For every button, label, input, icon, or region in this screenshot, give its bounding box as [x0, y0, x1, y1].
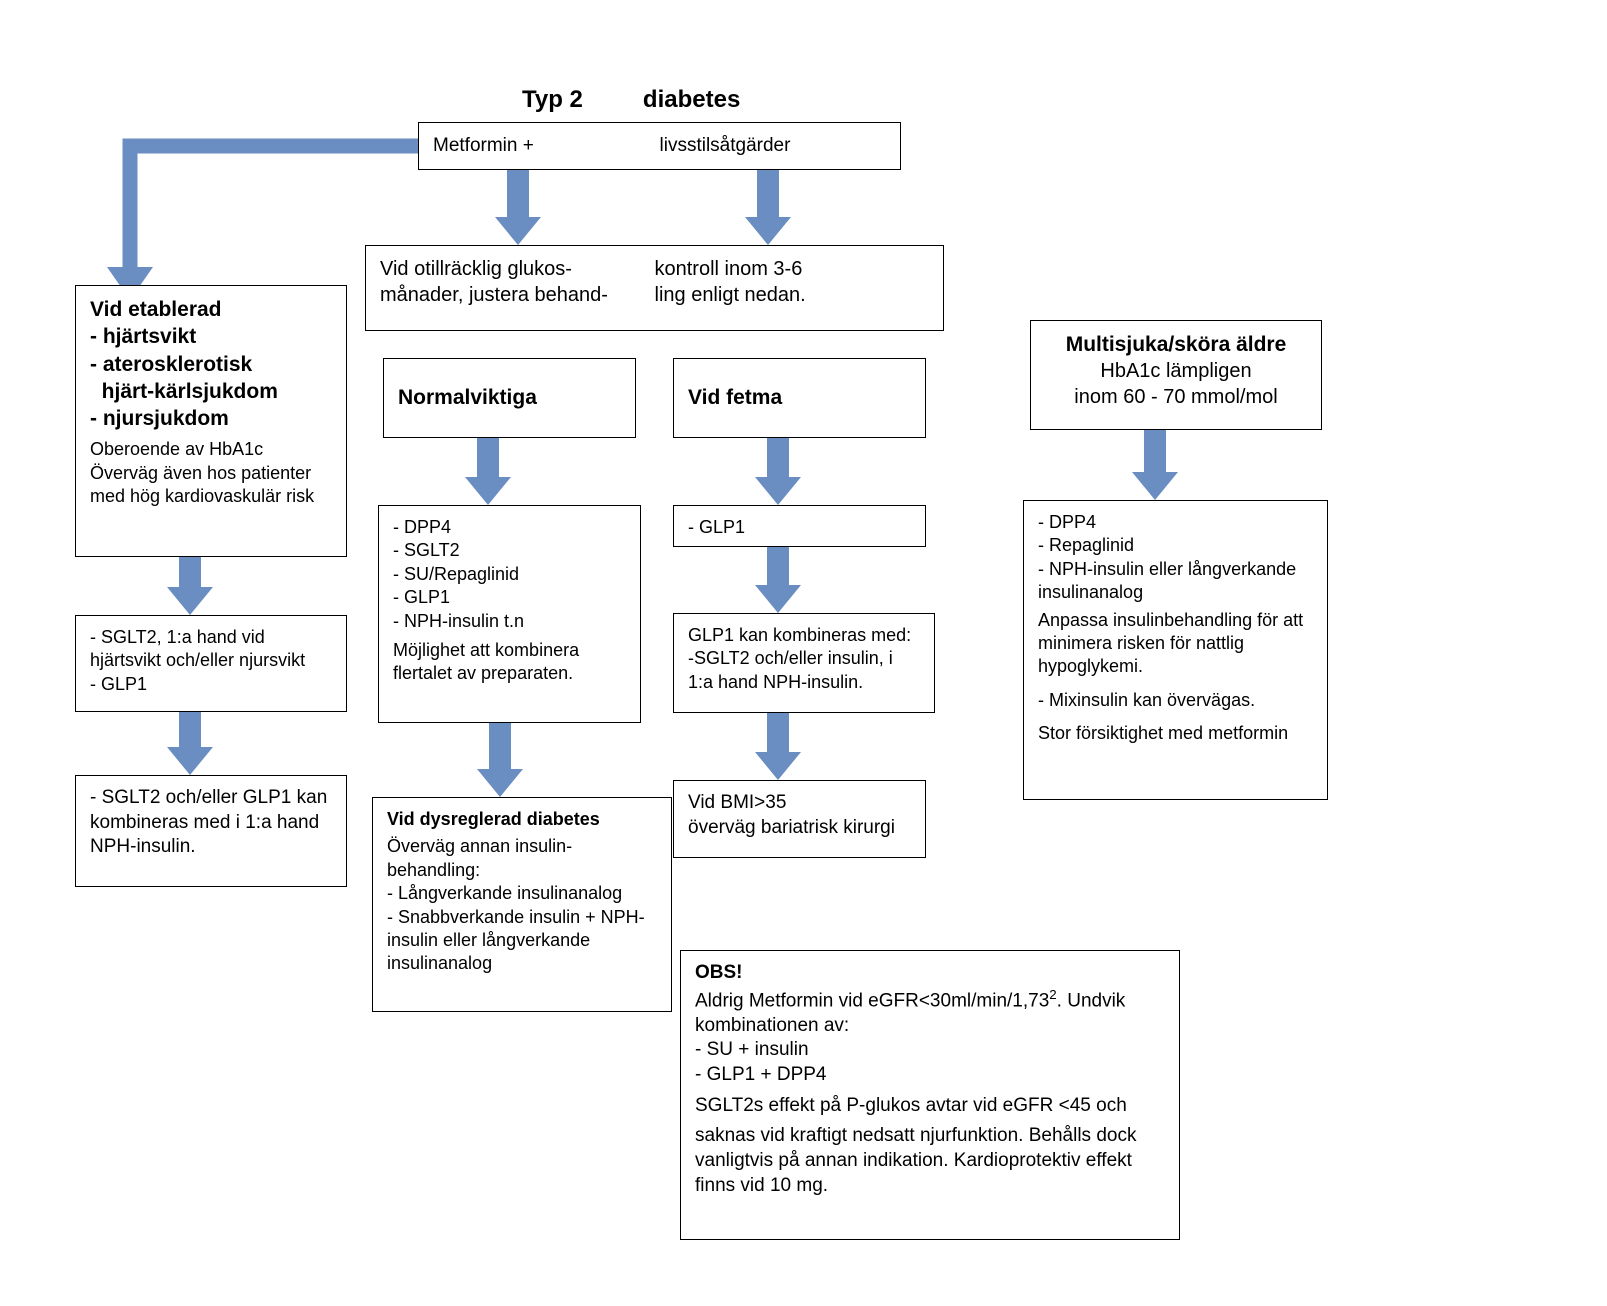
- dy-s1: Överväg annan insulin-behandling:: [387, 835, 657, 882]
- arrow-root-step-left: [495, 170, 541, 245]
- left-bot-box: - SGLT2 och/eller GLP1 kan kombineras me…: [75, 775, 347, 887]
- obs-l1a: Aldrig Metformin vid eGFR<30ml/min/1,73: [695, 990, 1049, 1011]
- left-t3: - aterosklerotisk: [90, 351, 332, 378]
- obs-l5: SGLT2s effekt på P-glukos avtar vid eGFR…: [695, 1094, 1165, 1119]
- left-s1: Oberoende av HbA1c: [90, 438, 332, 461]
- root-text-a: Metformin +: [433, 134, 660, 159]
- arrow-left-2: [167, 712, 213, 775]
- arrow-fetma-3: [755, 713, 801, 780]
- step2-b: kontroll inom 3-6: [655, 256, 930, 282]
- step2-d: ling enligt nedan.: [655, 282, 930, 308]
- obs-l1: Aldrig Metformin vid eGFR<30ml/min/1,732…: [695, 986, 1165, 1014]
- el-l3: - NPH-insulin eller långverkande insulin…: [1038, 558, 1313, 605]
- el-l2: - Repaglinid: [1038, 534, 1313, 557]
- fc-l1: GLP1 kan kombineras med:: [688, 624, 920, 647]
- root-text-b: livsstilsåtgärder: [660, 134, 887, 159]
- arrow-normal-2: [477, 723, 523, 797]
- normal-list-box: - DPP4 - SGLT2 - SU/Repaglinid - GLP1 - …: [378, 505, 641, 723]
- obs-l3: - SU + insulin: [695, 1038, 1165, 1063]
- left-mid-l1: - SGLT2, 1:a hand vid hjärtsvikt och/ell…: [90, 626, 332, 673]
- arrow-elder: [1132, 430, 1178, 500]
- page-title: Typ 2 diabetes: [522, 86, 740, 114]
- nl-l1: - DPP4: [393, 516, 626, 539]
- elder-s2: inom 60 - 70 mmol/mol: [1045, 384, 1307, 410]
- step2-a: Vid otillräcklig glukos-: [380, 256, 655, 282]
- left-header-box: Vid etablerad - hjärtsvikt - aterosklero…: [75, 285, 347, 557]
- normal-header: Normalviktiga: [398, 384, 537, 411]
- el-l1: - DPP4: [1038, 511, 1313, 534]
- nl-l5: - NPH-insulin t.n: [393, 610, 626, 633]
- dy-t: Vid dysreglerad diabetes: [387, 808, 657, 831]
- left-t5: - njursjukdom: [90, 405, 332, 432]
- arrow-fetma-1: [755, 438, 801, 505]
- fetma-list1-box: - GLP1: [673, 505, 926, 547]
- bmi-l1: Vid BMI>35: [688, 791, 911, 816]
- bmi-l2: överväg bariatrisk kirurgi: [688, 816, 911, 841]
- nl-l2: - SGLT2: [393, 539, 626, 562]
- left-t1: Vid etablerad: [90, 296, 332, 323]
- left-t2: - hjärtsvikt: [90, 323, 332, 350]
- obs-l4: - GLP1 + DPP4: [695, 1063, 1165, 1088]
- dy-s2: - Långverkande insulinanalog: [387, 882, 657, 905]
- fetma-combine-box: GLP1 kan kombineras med: -SGLT2 och/elle…: [673, 613, 935, 713]
- obs-box: OBS! Aldrig Metformin vid eGFR<30ml/min/…: [680, 950, 1180, 1240]
- elder-header-box: Multisjuka/sköra äldre HbA1c lämpligen i…: [1030, 320, 1322, 430]
- obs-sup: 2: [1049, 987, 1056, 1002]
- dy-s3: - Snabbverkande insulin + NPH-insulin el…: [387, 906, 657, 976]
- fetma-header: Vid fetma: [688, 384, 782, 411]
- normal-dysreg-box: Vid dysreglerad diabetes Överväg annan i…: [372, 797, 672, 1012]
- step2-c: månader, justera behand-: [380, 282, 655, 308]
- el-n1: Anpassa insulinbehandling för att minime…: [1038, 609, 1313, 679]
- left-t4: hjärt-kärlsjukdom: [90, 378, 332, 405]
- normal-header-box: Normalviktiga: [383, 358, 636, 438]
- nl-l3: - SU/Repaglinid: [393, 563, 626, 586]
- arrow-fetma-2: [755, 547, 801, 613]
- arrow-root-step-right: [745, 170, 791, 245]
- arrow-normal-1: [465, 438, 511, 505]
- left-s2: Överväg även hos patienter med hög kardi…: [90, 462, 332, 509]
- nl-l4: - GLP1: [393, 586, 626, 609]
- el-l4: - Mixinsulin kan övervägas.: [1038, 689, 1313, 712]
- root-metformin-box: Metformin + livsstilsåtgärder: [418, 122, 901, 170]
- fetma-header-box: Vid fetma: [673, 358, 926, 438]
- left-bot-l1: - SGLT2 och/eller GLP1 kan kombineras me…: [90, 786, 332, 860]
- nl-note: Möjlighet att kombinera flertalet av pre…: [393, 639, 626, 686]
- left-mid-box: - SGLT2, 1:a hand vid hjärtsvikt och/ell…: [75, 615, 347, 712]
- obs-l2: kombinationen av:: [695, 1014, 1165, 1039]
- elder-s1: HbA1c lämpligen: [1045, 358, 1307, 384]
- el-n2: Stor försiktighet med metformin: [1038, 722, 1313, 745]
- elder-t1: Multisjuka/sköra äldre: [1045, 331, 1307, 358]
- fl-l1: - GLP1: [688, 516, 911, 539]
- step2-box: Vid otillräcklig glukos- kontroll inom 3…: [365, 245, 944, 331]
- elder-list-box: - DPP4 - Repaglinid - NPH-insulin eller …: [1023, 500, 1328, 800]
- left-mid-l2: - GLP1: [90, 673, 332, 696]
- fc-l2: -SGLT2 och/eller insulin, i 1:a hand NPH…: [688, 647, 920, 694]
- arrow-left-1: [167, 557, 213, 615]
- obs-t: OBS!: [695, 961, 1165, 986]
- title-part-b: diabetes: [643, 86, 740, 113]
- fetma-bmi-box: Vid BMI>35 överväg bariatrisk kirurgi: [673, 780, 926, 858]
- obs-l1b: . Undvik: [1057, 990, 1126, 1011]
- obs-l6: saknas vid kraftigt nedsatt njurfunktion…: [695, 1124, 1165, 1198]
- title-part-a: Typ 2: [522, 86, 583, 113]
- flowchart-canvas: Typ 2 diabetes Metformin + livsstilsåtgä…: [20, 20, 1607, 1286]
